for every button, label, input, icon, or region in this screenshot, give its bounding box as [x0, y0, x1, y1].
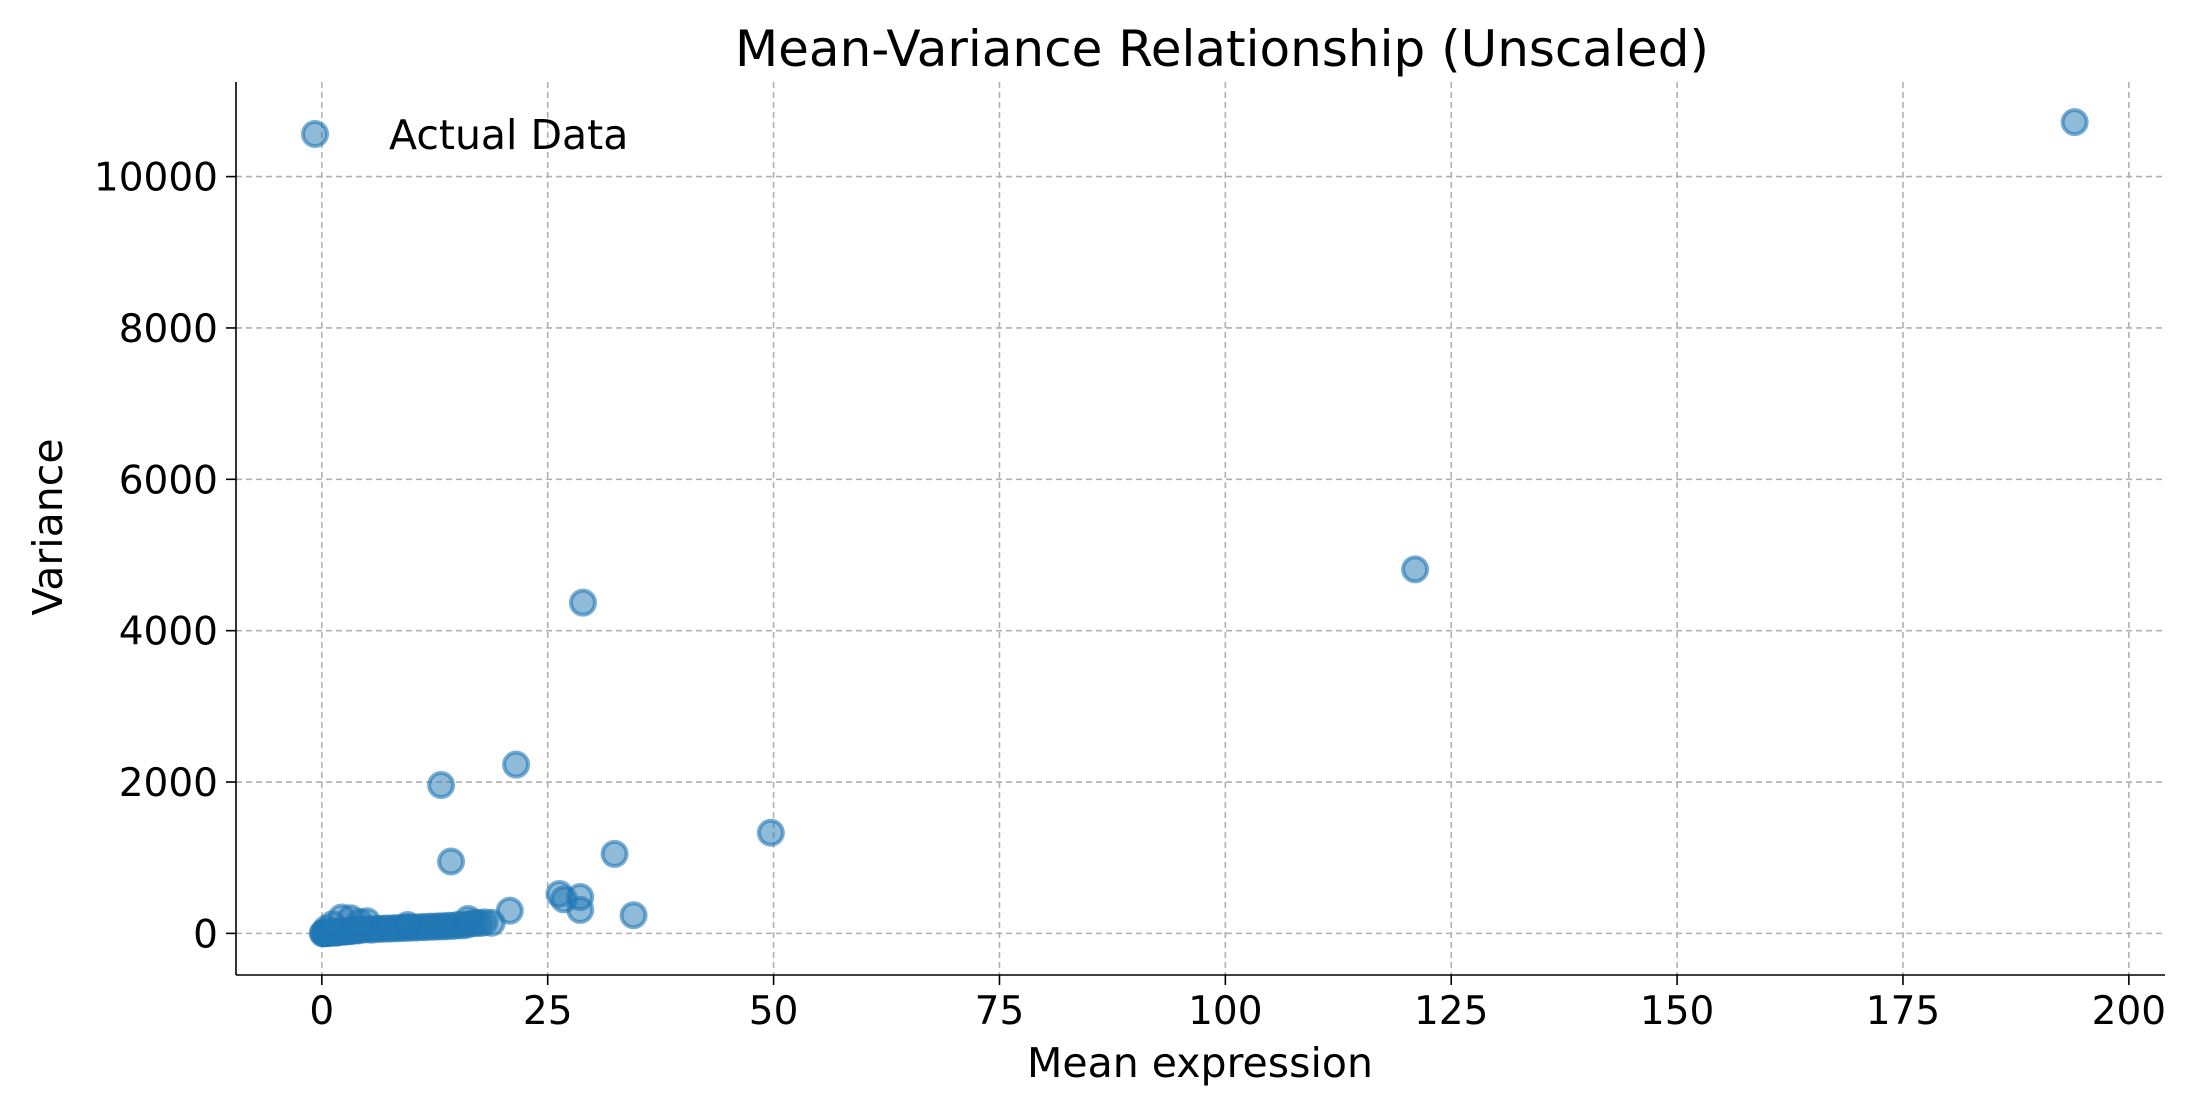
x-tick-label: 125	[1414, 989, 1488, 1034]
data-point	[1401, 555, 1430, 584]
y-tick-label: 2000	[119, 761, 218, 806]
data-point	[427, 771, 456, 800]
x-tick-label: 150	[1640, 989, 1714, 1034]
data-point	[454, 904, 483, 933]
data-point	[502, 750, 531, 779]
chart-title: Mean-Variance Relationship (Unscaled)	[735, 20, 1709, 78]
data-point	[756, 818, 785, 847]
data-point	[318, 910, 347, 939]
data-point	[345, 908, 374, 937]
data-point	[566, 895, 595, 924]
data-point	[437, 847, 466, 876]
y-tick-label: 8000	[119, 307, 218, 352]
x-tick-label: 100	[1188, 989, 1262, 1034]
points-layer	[308, 108, 2089, 948]
legend: Actual Data	[301, 111, 628, 159]
x-tick-label: 75	[975, 989, 1025, 1034]
y-tick-label: 10000	[94, 156, 218, 201]
x-tick-label: 25	[523, 989, 573, 1034]
axes-layer	[235, 82, 2165, 976]
data-point	[568, 588, 597, 617]
data-point	[600, 839, 629, 868]
x-tick-label: 50	[749, 989, 799, 1034]
y-tick-label: 4000	[119, 610, 218, 655]
x-tick-label: 200	[2092, 989, 2166, 1034]
grid-layer	[236, 82, 2165, 975]
x-axis-label: Mean expression	[1027, 1039, 1373, 1087]
y-tick-label: 0	[193, 912, 218, 957]
y-tick-label: 6000	[119, 458, 218, 503]
data-point	[495, 896, 524, 925]
x-tick-label: 0	[309, 989, 334, 1034]
ticks-layer: 0 25 50 75 100 125 150 175 200020004000600080001…	[94, 156, 2166, 1034]
data-point	[619, 901, 648, 930]
y-axis-label: Variance	[24, 438, 72, 615]
data-point	[2060, 108, 2089, 137]
data-point	[393, 911, 422, 940]
legend-marker	[301, 120, 329, 148]
x-tick-label: 175	[1866, 989, 1940, 1034]
legend-label: Actual Data	[389, 111, 628, 159]
